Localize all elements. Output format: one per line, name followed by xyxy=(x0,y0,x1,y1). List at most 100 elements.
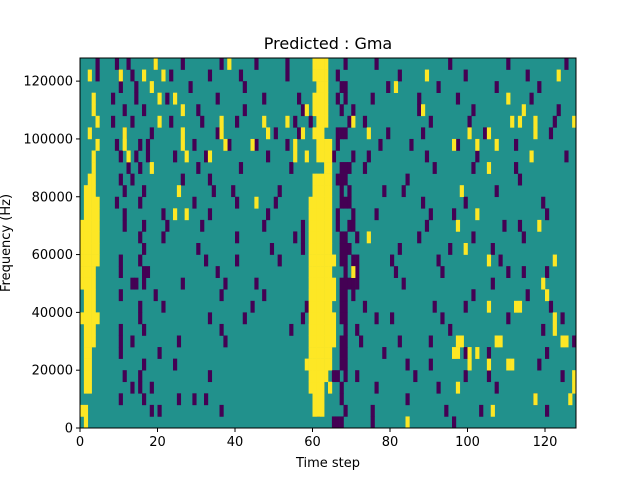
heatmap-cell-low xyxy=(196,104,201,117)
heatmap-cell-low xyxy=(204,393,209,406)
heatmap-cell-high xyxy=(87,370,92,383)
heatmap-cell-high xyxy=(320,393,325,406)
heatmap-cell-low xyxy=(479,404,484,417)
heatmap-cell-high xyxy=(455,381,461,394)
heatmap-cell-high xyxy=(83,312,89,325)
heatmap-cell-high xyxy=(324,370,329,383)
heatmap-cell-high xyxy=(91,335,96,348)
heatmap-cell-high xyxy=(324,254,329,267)
heatmap-cell-high xyxy=(184,150,189,163)
heatmap-cell-high xyxy=(324,58,329,70)
heatmap-cell-high xyxy=(312,127,317,140)
heatmap-cell-high xyxy=(506,358,511,371)
heatmap-cell-low xyxy=(126,58,131,70)
heatmap-cell-high xyxy=(320,381,325,394)
heatmap-cell-high xyxy=(316,58,321,70)
heatmap-cell-low xyxy=(343,266,348,278)
heatmap-cell-low xyxy=(114,196,120,209)
heatmap-cell-high xyxy=(87,173,92,186)
heatmap-cell-high xyxy=(308,266,313,278)
heatmap-cell-low xyxy=(180,277,185,290)
heatmap-cell-high xyxy=(83,347,89,359)
heatmap-cell-low xyxy=(293,231,298,244)
heatmap-cell-high xyxy=(324,115,329,128)
heatmap-cell-low xyxy=(339,300,344,313)
heatmap-cell-high xyxy=(91,173,96,186)
heatmap-cell-low xyxy=(215,92,220,105)
heatmap-cell-high xyxy=(320,104,325,117)
heatmap-cell-high xyxy=(556,69,561,82)
heatmap-cell-high xyxy=(568,393,573,406)
heatmap-cell-low xyxy=(300,104,306,117)
heatmap-cell-high xyxy=(83,335,89,348)
heatmap-cell-low xyxy=(428,208,433,221)
heatmap-cell-high xyxy=(316,69,321,82)
heatmap-cell-low xyxy=(475,150,480,163)
heatmap-cell-high xyxy=(308,323,313,336)
heatmap-cell-low xyxy=(382,347,387,359)
heatmap-cell-high xyxy=(83,323,89,336)
heatmap-cell-high xyxy=(83,358,89,371)
heatmap-cell-high xyxy=(328,347,333,359)
heatmap-cell-high xyxy=(83,370,89,383)
heatmap-cell-low xyxy=(134,81,139,93)
heatmap-cell-high xyxy=(316,115,321,128)
heatmap-cell-high xyxy=(293,150,298,163)
heatmap-cell-high xyxy=(475,138,480,151)
heatmap-cell-low xyxy=(130,115,135,128)
heatmap-cell-high xyxy=(316,393,321,406)
heatmap-cell-low xyxy=(339,243,344,255)
heatmap-cell-low xyxy=(223,277,228,290)
heatmap-cell-low xyxy=(490,243,495,255)
heatmap-cell-high xyxy=(320,277,325,290)
heatmap-cell-low xyxy=(331,150,337,163)
heatmap-cell-high xyxy=(83,196,89,209)
heatmap-cell-high xyxy=(91,208,96,221)
heatmap-cell-low xyxy=(556,104,561,117)
heatmap-cell-high xyxy=(328,173,333,186)
heatmap-cell-high xyxy=(300,127,306,140)
heatmap-cell-low xyxy=(374,208,379,221)
heatmap-cell-high xyxy=(87,219,92,232)
heatmap-cell-low xyxy=(417,104,422,117)
heatmap-cell-high xyxy=(455,335,461,348)
heatmap-cell-high xyxy=(316,127,321,140)
heatmap-cell-high xyxy=(320,138,325,151)
heatmap-cell-low xyxy=(176,393,182,406)
heatmap-cells xyxy=(80,58,577,429)
heatmap-cell-low xyxy=(215,127,220,140)
heatmap-cell-high xyxy=(91,196,96,209)
heatmap-cell-low xyxy=(386,127,391,140)
heatmap-cell-low xyxy=(339,289,344,302)
heatmap-cell-low xyxy=(266,150,271,163)
heatmap-cell-low xyxy=(231,185,236,198)
heatmap-cell-low xyxy=(254,58,259,70)
heatmap-cell-high xyxy=(324,208,329,221)
x-tick-label: 100 xyxy=(455,435,480,450)
heatmap-cell-low xyxy=(242,81,247,93)
heatmap-cell-low xyxy=(343,370,348,383)
heatmap-cell-high xyxy=(83,404,89,417)
heatmap-cell-high xyxy=(95,231,100,244)
heatmap-cell-low xyxy=(529,92,534,105)
heatmap-cell-low xyxy=(118,173,123,186)
heatmap-cell-low xyxy=(432,162,437,174)
heatmap-cell-high xyxy=(227,58,232,70)
heatmap-cell-low xyxy=(552,115,557,128)
heatmap-cell-low xyxy=(192,196,197,209)
heatmap-cell-low xyxy=(355,323,360,336)
heatmap-cell-high xyxy=(320,231,325,244)
heatmap-cell-high xyxy=(320,173,325,186)
heatmap-cell-high xyxy=(324,162,329,174)
heatmap-cell-high xyxy=(467,127,472,140)
x-axis-ticks: 0 20 40 60 80 100 120 xyxy=(76,428,557,450)
heatmap-cell-high xyxy=(324,185,329,198)
heatmap-cell-high xyxy=(572,381,577,394)
heatmap-cell-low xyxy=(541,323,546,336)
plot-frame xyxy=(79,57,577,429)
heatmap-cell-low xyxy=(471,104,476,117)
heatmap-cell-high xyxy=(87,69,92,82)
heatmap-cell-low xyxy=(506,266,511,278)
heatmap-cell-high xyxy=(312,231,317,244)
heatmap-cell-low xyxy=(432,300,437,313)
